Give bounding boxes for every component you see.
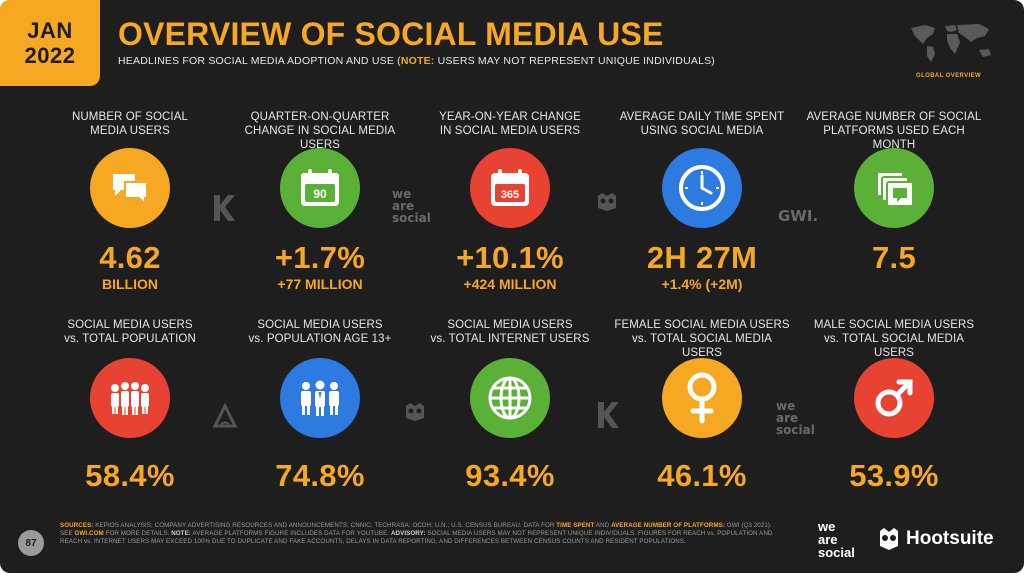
stat-label: NUMBER OF SOCIAL MEDIA USERS (72, 111, 188, 137)
stat-label: AVERAGE DAILY TIME SPENT USING SOCIAL MED… (619, 111, 785, 137)
hootsuite-owl-watermark-icon (406, 403, 424, 421)
sources-text: SOURCES: KEPIOS ANALYSIS; COMPANY ADVERT… (60, 522, 773, 545)
male-symbol-icon (854, 358, 934, 438)
gwi-link: GWI.COM (74, 530, 104, 537)
page-number: 87 (18, 530, 44, 556)
kepios-logo-icon (214, 195, 235, 221)
stat-value: 7.5 (872, 240, 916, 275)
stat-vs-population: SOCIAL MEDIA USERS vs. TOTAL POPULATION 5… (40, 318, 220, 494)
stat-sub: +1.4% (+2M) (661, 276, 743, 292)
stat-value: 4.62 (99, 240, 161, 275)
subtitle-note-label: NOTE: (400, 55, 435, 67)
svg-text:365: 365 (501, 189, 519, 201)
stat-value: +10.1% (456, 240, 564, 275)
date-badge: JAN 2022 (0, 0, 100, 86)
page-title: OVERVIEW OF SOCIAL MEDIA USE (118, 16, 664, 52)
globe-icon (470, 358, 550, 438)
stat-label: AVERAGE NUMBER OF SOCIAL PLATFORMS USED E… (806, 111, 982, 151)
datareportal-logo-icon (212, 402, 238, 428)
hootsuite-owl-watermark-icon (598, 193, 616, 211)
stat-value: 58.4% (85, 458, 175, 493)
hootsuite-logo: Hootsuite (878, 527, 994, 551)
adults-icon (280, 358, 360, 438)
global-overview-label: GLOBAL OVERVIEW (916, 73, 982, 79)
stat-value: 74.8% (275, 458, 365, 493)
we-are-social-logo: we are social (818, 519, 855, 560)
stat-label: FEMALE SOCIAL MEDIA USERS vs. TOTAL SOCIA… (614, 319, 790, 359)
gwi-watermark: GWI. (778, 207, 819, 225)
stat-avg-platforms: AVERAGE NUMBER OF SOCIAL PLATFORMS USED E… (804, 110, 984, 276)
we-are-social-watermark: we are social (776, 399, 815, 437)
stat-label: MALE SOCIAL MEDIA USERS vs. TOTAL SOCIAL … (813, 319, 975, 359)
we-are-social-watermark: we are social (392, 187, 431, 225)
stat-qoq-change: QUARTER-ON-QUARTER CHANGE IN SOCIAL MEDIA… (230, 110, 410, 292)
stat-value: 46.1% (657, 458, 747, 493)
stat-label: QUARTER-ON-QUARTER CHANGE IN SOCIAL MEDIA… (244, 111, 396, 151)
stat-sub: BILLION (102, 276, 158, 292)
female-symbol-icon (662, 358, 742, 438)
svg-text:90: 90 (313, 187, 327, 201)
hootsuite-wordmark: Hootsuite (906, 528, 994, 549)
world-map-icon (911, 24, 991, 62)
hootsuite-owl-icon (880, 528, 898, 550)
chat-bubbles-icon (90, 148, 170, 228)
clock-icon (662, 148, 742, 228)
stat-value: 53.9% (849, 458, 939, 493)
calendar-icon: 365 (470, 148, 550, 228)
stat-male-users: MALE SOCIAL MEDIA USERS vs. TOTAL SOCIAL … (804, 318, 984, 494)
stat-label: SOCIAL MEDIA USERS vs. TOTAL POPULATION (64, 319, 196, 345)
stat-sub: +424 MILLION (463, 276, 557, 292)
kepios-logo-icon (598, 402, 619, 428)
stat-vs-internet-users: SOCIAL MEDIA USERS vs. TOTAL INTERNET USE… (420, 318, 600, 494)
stat-vs-population-13plus: SOCIAL MEDIA USERS vs. POPULATION AGE 13+… (230, 318, 410, 494)
stat-label: SOCIAL MEDIA USERS vs. TOTAL INTERNET USE… (430, 319, 590, 345)
stat-social-media-users: NUMBER OF SOCIAL MEDIA USERS 4.62 BILLION (40, 110, 220, 292)
stat-value: 93.4% (465, 458, 555, 493)
badge-year: 2022 (24, 43, 76, 68)
page-subtitle: HEADLINES FOR SOCIAL MEDIA ADOPTION AND … (118, 55, 715, 67)
calendar-icon: 90 (280, 148, 360, 228)
subtitle-main: HEADLINES FOR SOCIAL MEDIA ADOPTION AND … (118, 55, 401, 67)
stacked-cards-icon (854, 148, 934, 228)
stat-label: YEAR-ON-YEAR CHANGE IN SOCIAL MEDIA USERS (439, 111, 581, 137)
people-group-icon (90, 358, 170, 438)
stat-label: SOCIAL MEDIA USERS vs. POPULATION AGE 13+ (248, 319, 392, 345)
badge-month: JAN (27, 18, 73, 43)
stat-sub: +77 MILLION (277, 276, 363, 292)
stat-daily-time: AVERAGE DAILY TIME SPENT USING SOCIAL MED… (612, 110, 792, 292)
stat-yoy-change: YEAR-ON-YEAR CHANGE IN SOCIAL MEDIA USERS… (420, 110, 600, 292)
stat-female-users: FEMALE SOCIAL MEDIA USERS vs. TOTAL SOCIA… (612, 318, 792, 494)
stat-value: +1.7% (274, 240, 366, 275)
subtitle-note-text: USERS MAY NOT REPRESENT UNIQUE INDIVIDUA… (434, 55, 716, 67)
stat-value: 2H 27M (646, 240, 758, 275)
